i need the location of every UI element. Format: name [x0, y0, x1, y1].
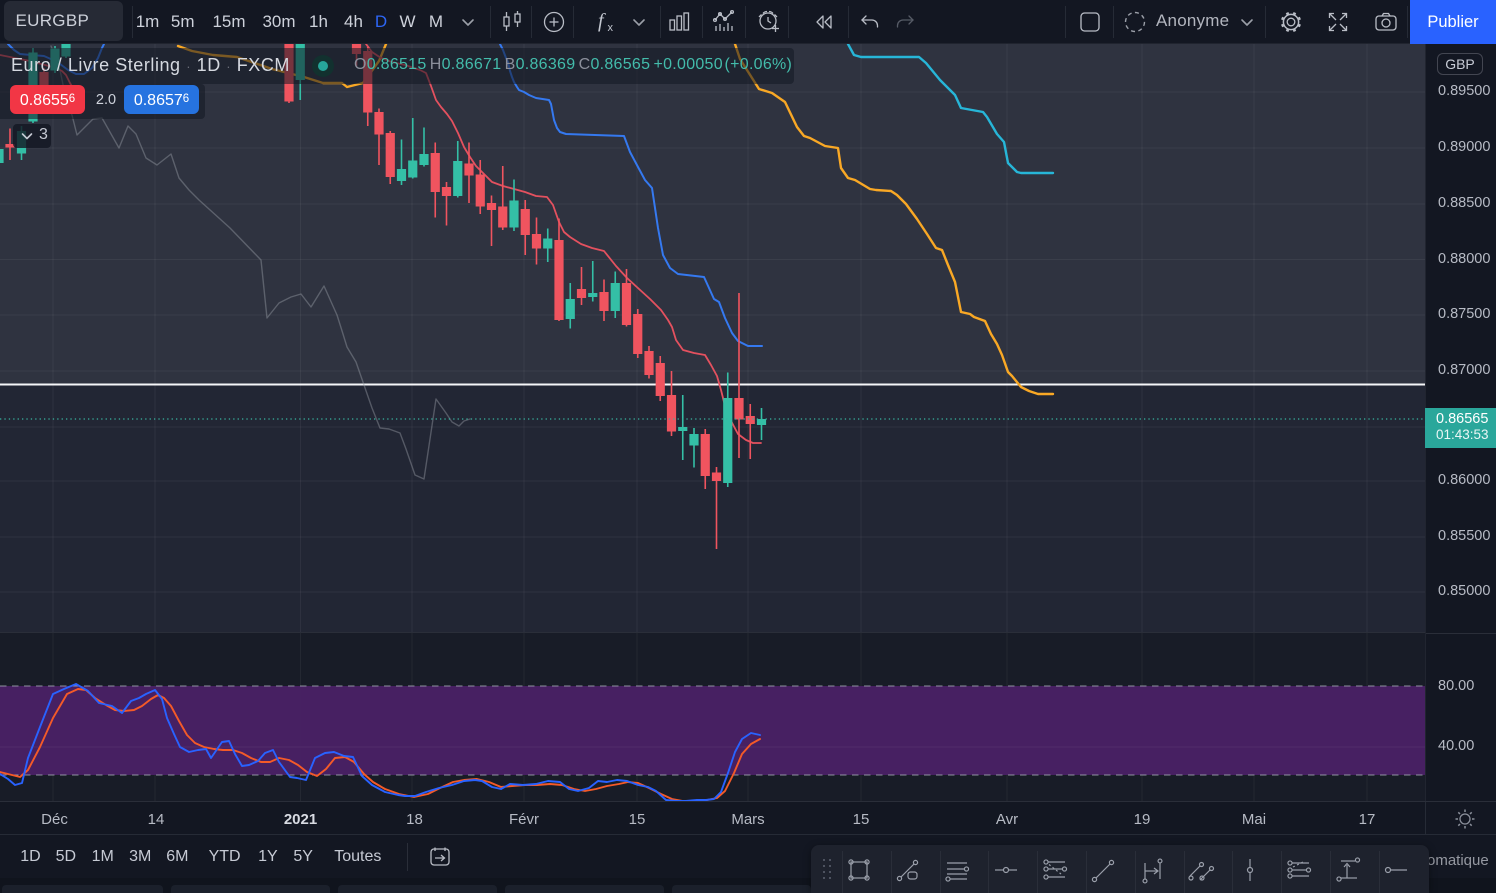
svg-text:f: f — [598, 10, 606, 32]
svg-text:x: x — [608, 22, 614, 34]
